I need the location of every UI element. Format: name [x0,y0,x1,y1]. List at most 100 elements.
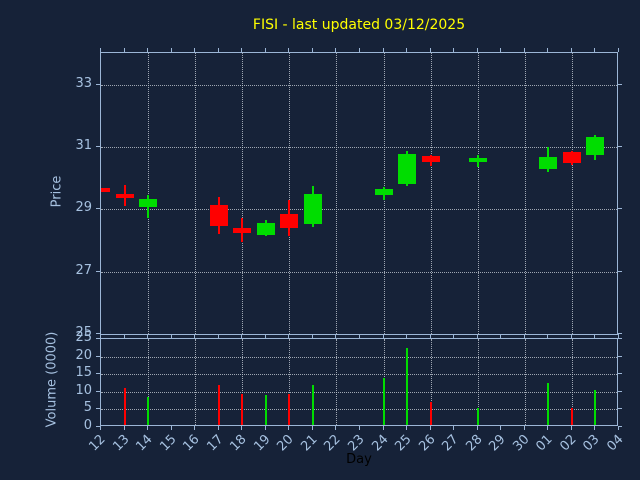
x-tick-mark [311,426,313,430]
x-tick-mark [264,48,266,52]
x-tick-mark [618,426,619,430]
x-tick-mark [359,334,360,338]
x-tick-mark [288,426,290,430]
price-gridline-v [195,53,197,334]
x-tick-mark [500,48,502,52]
x-tick-mark [594,334,596,338]
volume-gridline [101,374,617,376]
volume-gridline-v [477,339,479,425]
x-tick-mark [547,334,549,338]
y-tick-mark [618,208,622,210]
x-tick-mark [123,426,125,430]
volume-tick-label: 10 [75,382,92,398]
x-tick-mark [382,334,384,338]
x-tick-mark [147,334,149,338]
candle-body [562,152,581,164]
x-tick-mark [476,48,478,52]
x-tick-mark [241,334,243,338]
x-tick-mark [429,334,431,338]
x-tick-mark [406,426,408,430]
y-tick-mark [96,208,100,210]
y-tick-mark [618,390,622,392]
x-tick-mark [264,334,266,338]
x-tick-mark [335,48,337,52]
price-gridline [101,209,617,211]
x-tick-mark [241,426,243,430]
x-tick-mark [453,426,455,430]
x-tick-mark [217,48,219,52]
x-tick-mark [523,426,525,430]
y-tick-mark [96,355,100,357]
candle-body [233,227,252,233]
x-tick-mark [123,334,125,338]
x-tick-mark [429,426,431,430]
candle-body [209,204,228,227]
y-tick-mark [96,338,100,339]
x-tick-mark [170,48,172,52]
x-tick-mark [170,426,172,430]
x-tick-mark [100,48,101,52]
x-tick-mark [453,48,455,52]
x-tick-mark [147,426,149,430]
x-tick-mark [359,426,360,430]
y-tick-mark [618,373,622,375]
y-tick-mark [96,373,100,375]
x-tick-mark [476,426,478,430]
x-tick-mark [523,48,525,52]
x-tick-mark [170,334,172,338]
candle-body [468,157,487,162]
x-tick-mark [241,48,243,52]
y-tick-mark [618,270,622,272]
x-tick-mark [311,334,313,338]
volume-bar [406,347,409,425]
x-tick-mark [547,426,549,430]
candle-body [398,153,417,184]
price-tick-label: 33 [75,75,92,91]
candle-body [303,194,322,225]
x-tick-mark [429,48,431,52]
x-tick-mark [288,334,290,338]
price-panel [100,52,618,335]
y-tick-mark [96,332,100,334]
volume-bar [288,393,291,425]
volume-gridline-v [242,339,244,425]
x-tick-mark [500,334,502,338]
x-tick-mark [264,426,266,430]
price-gridline-v [289,53,291,334]
volume-tick-label: 25 [75,330,92,345]
x-tick-mark [123,48,125,52]
price-tick-label: 29 [75,200,92,216]
volume-bar [570,407,573,425]
volume-bar [264,395,267,425]
price-gridline-v [336,53,338,334]
volume-bar [123,388,126,425]
volume-panel [100,338,618,426]
volume-bar [241,393,244,425]
volume-bar [547,383,550,425]
y-tick-mark [618,426,622,427]
x-tick-mark [406,334,408,338]
candle-body [539,156,558,169]
y-tick-mark [96,408,100,410]
price-gridline-v [571,53,573,334]
y-tick-mark [96,426,100,427]
volume-tick-label: 20 [75,347,92,363]
candle-body [101,187,110,193]
candle-body [256,222,275,235]
y-tick-mark [618,338,622,339]
x-tick-mark [100,334,101,338]
volume-tick-label: 15 [75,365,92,381]
chart-title: FISI - last updated 03/12/2025 [252,17,466,33]
y-tick-mark [618,332,622,334]
price-gridline-v [242,53,244,334]
volume-bar [476,407,479,425]
volume-tick-label: 5 [83,400,92,416]
x-tick-mark [335,426,337,430]
volume-gridline-v [571,339,573,425]
x-tick-mark [594,426,596,430]
x-tick-mark [194,48,196,52]
x-tick-mark [570,334,572,338]
volume-bar [429,402,432,425]
candle-body [374,188,393,196]
